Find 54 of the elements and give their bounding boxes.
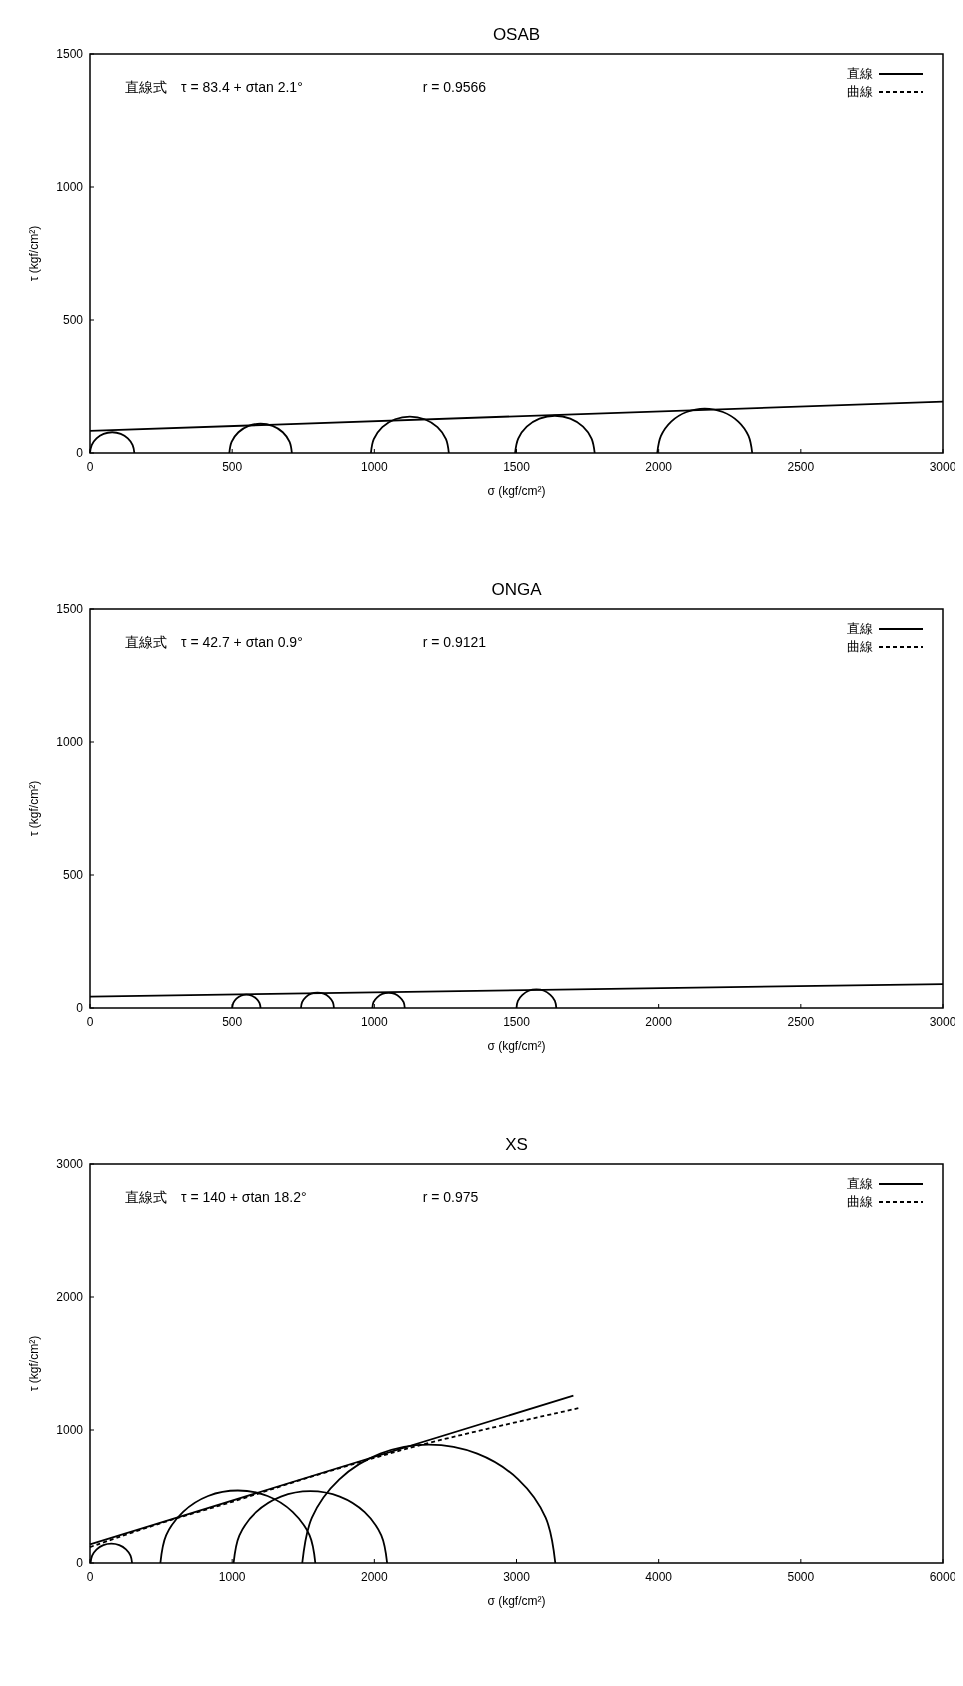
legend-label: 直線 — [847, 621, 873, 636]
y-tick-label: 500 — [62, 868, 84, 882]
x-tick-label: 3000 — [503, 1570, 531, 1584]
y-tick-label: 0 — [76, 446, 84, 460]
y-tick-label: 500 — [62, 313, 84, 327]
y-axis-title: τ (kgf/cm²) — [27, 780, 41, 837]
y-tick-label: 1000 — [56, 735, 84, 749]
x-tick-label: 500 — [222, 1015, 243, 1029]
x-tick-label: 2500 — [787, 1015, 815, 1029]
annotation: r = 0.9566 — [422, 79, 487, 95]
y-tick-label: 1000 — [56, 180, 84, 194]
x-tick-label: 5000 — [787, 1570, 815, 1584]
chart-title: XS — [505, 1135, 528, 1154]
x-axis-title: σ (kgf/cm²) — [487, 484, 546, 498]
x-tick-label: 2000 — [360, 1570, 388, 1584]
y-axis-title: τ (kgf/cm²) — [27, 1335, 41, 1392]
legend-label: 曲線 — [847, 1194, 873, 1209]
annotation: 直線式 τ = 42.7 + σtan 0.9° — [125, 634, 303, 650]
y-tick-label: 1500 — [56, 602, 84, 616]
x-tick-label: 500 — [222, 460, 243, 474]
y-tick-label: 3000 — [56, 1157, 84, 1171]
chart-title: ONGA — [491, 580, 543, 599]
x-tick-label: 0 — [86, 1015, 94, 1029]
y-axis-title: τ (kgf/cm²) — [27, 225, 41, 282]
x-axis-title: σ (kgf/cm²) — [487, 1039, 546, 1053]
x-tick-label: 2500 — [787, 460, 815, 474]
legend-label: 曲線 — [847, 639, 873, 654]
annotation: 直線式 τ = 140 + σtan 18.2° — [125, 1189, 307, 1205]
x-tick-label: 0 — [86, 460, 94, 474]
x-tick-label: 0 — [86, 1570, 94, 1584]
legend-label: 直線 — [847, 66, 873, 81]
y-tick-label: 1000 — [56, 1423, 84, 1437]
y-tick-label: 1500 — [56, 47, 84, 61]
y-tick-label: 0 — [76, 1556, 84, 1570]
x-tick-label: 1000 — [360, 1015, 388, 1029]
annotation: r = 0.9121 — [422, 634, 487, 650]
annotation: 直線式 τ = 83.4 + σtan 2.1° — [125, 79, 303, 95]
x-tick-label: 6000 — [929, 1570, 957, 1584]
chart-title: OSAB — [492, 25, 541, 44]
legend-label: 直線 — [847, 1176, 873, 1191]
y-tick-label: 2000 — [56, 1290, 84, 1304]
annotation: r = 0.975 — [422, 1189, 479, 1205]
legend-label: 曲線 — [847, 84, 873, 99]
x-axis-title: σ (kgf/cm²) — [487, 1594, 546, 1608]
x-tick-label: 1000 — [360, 460, 388, 474]
x-tick-label: 3000 — [929, 460, 957, 474]
x-tick-label: 4000 — [645, 1570, 673, 1584]
x-tick-label: 3000 — [929, 1015, 957, 1029]
x-tick-label: 1500 — [503, 1015, 531, 1029]
x-tick-label: 2000 — [645, 1015, 673, 1029]
x-tick-label: 1000 — [218, 1570, 246, 1584]
y-tick-label: 0 — [76, 1001, 84, 1015]
x-tick-label: 1500 — [503, 460, 531, 474]
x-tick-label: 2000 — [645, 460, 673, 474]
